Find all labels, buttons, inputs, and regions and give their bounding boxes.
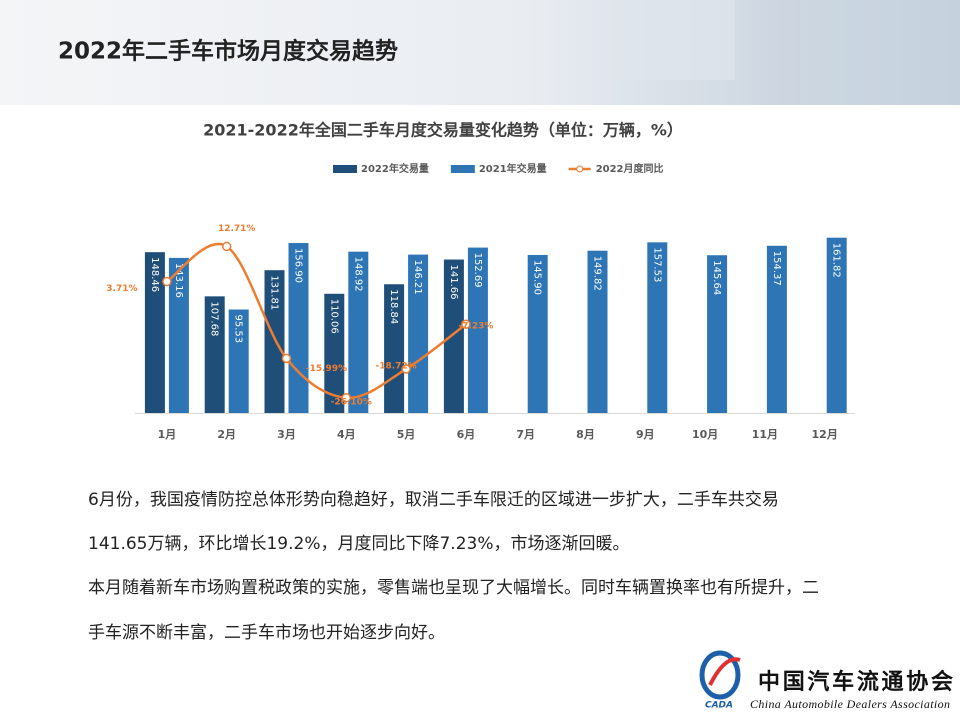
x-tick-label: 8月 xyxy=(576,428,595,441)
chart-title: 2021-2022年全国二手车月度交易量变化趋势（单位：万辆，%） xyxy=(203,121,683,140)
bar xyxy=(647,242,668,413)
bar-value-label: 149.82 xyxy=(592,256,603,291)
body-text: 141.65万辆，环比增长19.2%，月度同比下降7.23%，市场逐渐回暖。 xyxy=(88,534,630,554)
bar xyxy=(288,243,309,413)
line-value-label: 3.71% xyxy=(106,284,137,294)
bar xyxy=(264,270,285,413)
legend-label: 2021年交易量 xyxy=(479,162,547,175)
line-point xyxy=(461,319,471,329)
bar-value-label: 107.68 xyxy=(209,301,220,336)
legend-label: 2022年交易量 xyxy=(361,162,429,175)
logo-english: China Automobile Dealers Association xyxy=(750,697,950,711)
bar-value-label: 145.64 xyxy=(711,260,722,295)
bar-value-label: 143.16 xyxy=(173,263,184,298)
bar-value-label: 131.81 xyxy=(269,275,280,310)
page-title: 2022年二手车市场月度交易趋势 xyxy=(58,38,398,65)
line-value-label: -26.10% xyxy=(331,397,372,407)
line-point xyxy=(221,241,232,252)
line-value-label: 12.71% xyxy=(218,224,256,234)
x-tick-label: 4月 xyxy=(337,428,356,441)
line-point xyxy=(341,393,352,403)
bar xyxy=(168,257,189,413)
bar xyxy=(204,296,225,413)
bar xyxy=(144,252,165,413)
bar xyxy=(324,293,345,413)
bar-value-label: 145.90 xyxy=(532,260,543,295)
header-image xyxy=(800,0,960,105)
x-tick-label: 9月 xyxy=(636,428,655,441)
bar-value-label: 152.69 xyxy=(472,253,483,288)
x-tick-label: 5月 xyxy=(397,428,416,441)
logo-swoosh xyxy=(708,657,741,686)
header-image xyxy=(615,0,735,80)
line-value-label: -7.23% xyxy=(458,322,493,332)
bar xyxy=(527,254,548,413)
bar xyxy=(348,251,369,413)
bar xyxy=(826,237,847,413)
bar xyxy=(228,309,249,413)
bar-value-label: 95.53 xyxy=(233,315,244,344)
body-text: 6月份，我国疫情防控总体形势向稳趋好，取消二手车限迁的区域进一步扩大，二手车共交… xyxy=(88,490,779,510)
body-text: 手车源不断丰富，二手车市场也开始逐步向好。 xyxy=(88,623,445,643)
bar-value-label: 161.82 xyxy=(831,243,842,278)
line-point xyxy=(162,276,172,287)
x-tick-label: 7月 xyxy=(516,428,535,441)
bar-value-label: 110.06 xyxy=(328,299,339,334)
bar xyxy=(408,254,429,413)
bar xyxy=(467,247,488,413)
x-tick-label: 3月 xyxy=(277,428,296,441)
legend-label: 2022月度同比 xyxy=(596,162,664,175)
legend-swatch xyxy=(333,165,357,173)
logo-name: 中国汽车流通协会 xyxy=(758,669,953,695)
bar xyxy=(766,245,787,413)
bar xyxy=(587,250,608,413)
bar-value-label: 148.46 xyxy=(149,257,160,292)
bar-value-label: 148.92 xyxy=(352,257,363,292)
line-point xyxy=(281,353,292,364)
bar-value-label: 141.66 xyxy=(448,265,459,300)
x-tick-label: 1月 xyxy=(158,428,177,441)
x-tick-label: 6月 xyxy=(457,428,476,441)
x-tick-label: 2月 xyxy=(217,428,236,441)
logo-ring xyxy=(699,650,741,700)
x-tick-label: 11月 xyxy=(752,428,778,441)
bar-value-label: 157.53 xyxy=(651,247,662,282)
line-point xyxy=(401,364,411,374)
logo-abbr: CADA xyxy=(705,701,733,711)
logo-icon xyxy=(699,650,741,700)
bar xyxy=(443,259,464,413)
bar-value-label: 146.21 xyxy=(412,260,423,295)
line-value-label: -15.99% xyxy=(306,364,347,374)
bar-value-label: 156.90 xyxy=(293,248,304,283)
legend-swatch xyxy=(576,165,584,173)
bar-value-label: 118.84 xyxy=(388,289,399,324)
line-value-label: -18.72% xyxy=(375,362,416,372)
legend-swatch xyxy=(450,165,475,173)
body-text: 本月随着新车市场购置税政策的实施，零售端也呈现了大幅增长。同时车辆置换率也有所提… xyxy=(88,578,819,598)
bar xyxy=(707,255,728,413)
bar-value-label: 154.37 xyxy=(771,251,782,286)
x-tick-label: 10月 xyxy=(692,428,718,441)
x-tick-label: 12月 xyxy=(812,428,838,441)
